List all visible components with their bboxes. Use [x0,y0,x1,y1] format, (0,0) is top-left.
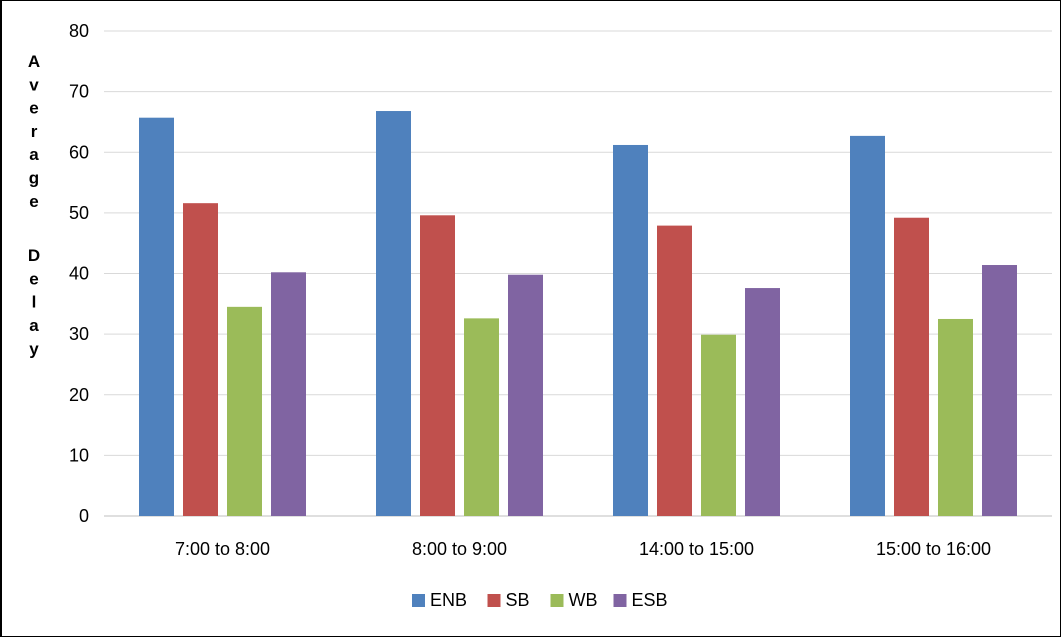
bar-wb [227,306,262,516]
y-axis-label-char: a [29,316,39,335]
y-tick-label: 10 [69,445,89,465]
y-tick-label: 50 [69,203,89,223]
y-axis-label-char: r [31,122,38,141]
bar-enb [376,111,411,517]
bar-enb [850,135,885,516]
y-tick-label: 80 [69,21,89,41]
bar-esb [508,274,543,516]
y-tick-label: 40 [69,264,89,284]
y-axis-label-char: A [28,52,40,71]
legend-label-wb: WB [569,590,598,610]
y-axis-label-char: D [28,246,40,265]
legend-label-esb: ESB [632,590,668,610]
y-axis-label-char: y [29,339,39,358]
y-axis-label-char: e [29,269,38,288]
bar-sb [657,225,692,516]
y-axis-label-char: a [29,145,39,164]
y-tick-label: 0 [79,506,89,526]
bar-wb [938,318,973,516]
bar-esb [745,288,780,516]
y-axis-label-char: l [32,293,37,312]
y-axis-label-char: g [29,169,39,188]
legend-swatch-esb [613,594,627,607]
legend-swatch-wb [550,594,564,607]
y-tick-label: 60 [69,142,89,162]
y-axis-label-char: e [29,99,38,118]
bar-sb [183,203,218,517]
y-tick-label: 30 [69,324,89,344]
bar-esb [982,265,1017,516]
legend-label-sb: SB [506,590,530,610]
bar-wb [464,318,499,516]
x-tick-label: 7:00 to 8:00 [175,539,270,559]
x-tick-label: 14:00 to 15:00 [639,539,754,559]
x-tick-label: 8:00 to 9:00 [412,539,507,559]
y-tick-label: 20 [69,385,89,405]
bar-enb [139,117,174,516]
legend-swatch-enb [412,594,425,607]
bar-sb [894,217,929,516]
y-axis-label-char: e [29,192,38,211]
legend-swatch-sb [487,594,501,607]
bar-wb [701,334,736,516]
bar-enb [613,144,648,516]
bar-esb [271,272,306,516]
legend-label-enb: ENB [430,590,467,610]
y-axis-label-char: v [29,75,39,94]
x-tick-label: 15:00 to 16:00 [876,539,991,559]
bar-sb [420,215,455,517]
y-tick-label: 70 [69,82,89,102]
